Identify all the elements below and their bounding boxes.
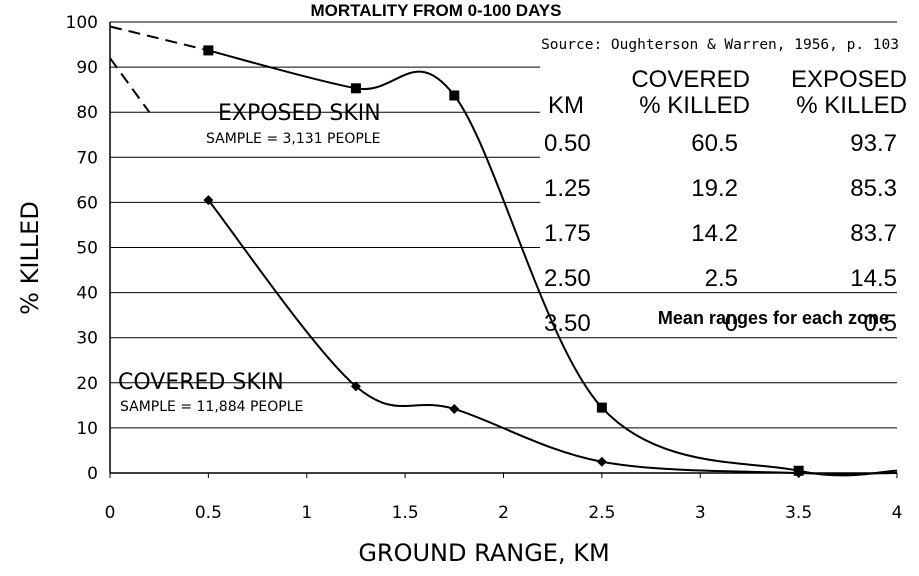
table-cell-exposed: 83.7 (850, 220, 897, 247)
exposed-skin-sample: SAMPLE = 3,131 PEOPLE (206, 131, 380, 147)
table-cell-covered: 14.2 (691, 220, 738, 247)
covered-point (350, 381, 361, 392)
x-tick-label: 3 (695, 503, 706, 523)
chart-source: Source: Oughterson & Warren, 1956, p. 10… (541, 37, 899, 53)
table-cell-km: 2.50 (544, 265, 591, 292)
x-tick-label: 0.5 (195, 503, 222, 523)
exposed-skin-label: EXPOSED SKIN (218, 101, 381, 126)
table-header-exposed: EXPOSED (791, 66, 907, 93)
table-cell-covered: 0 (725, 310, 738, 337)
table-cell-covered: 19.2 (691, 175, 738, 202)
table-cell-exposed: 14.5 (850, 265, 897, 292)
table-header-covered: COVERED (631, 66, 750, 93)
table-header-covered-killed: % KILLED (639, 92, 750, 119)
chart-title: MORTALITY FROM 0-100 DAYS (311, 1, 562, 20)
covered-point (596, 456, 607, 467)
table-cell-exposed: 85.3 (850, 175, 897, 202)
exposed-point (350, 83, 361, 94)
y-tick-label: 100 (66, 13, 98, 33)
x-tick-label: 1 (301, 503, 312, 523)
table-cell-km: 3.50 (544, 310, 591, 337)
x-tick-label: 4 (892, 503, 903, 523)
x-tick-label: 2.5 (588, 503, 615, 523)
y-tick-labels: 0 10 20 30 40 50 60 70 80 90 100 (66, 13, 98, 484)
exposed-point (449, 90, 460, 101)
covered-skin-sample: SAMPLE = 11,884 PEOPLE (120, 399, 303, 415)
y-tick-label: 10 (76, 419, 98, 439)
y-tick-label: 30 (76, 329, 98, 349)
table-cell-covered: 60.5 (691, 130, 738, 157)
covered-point (449, 403, 460, 414)
exposed-extrapolation (109, 25, 209, 52)
covered-point (793, 468, 804, 478)
table-rows: 0.50 60.5 93.71.25 19.2 85.31.75 14.2 83.72.50… (544, 130, 897, 337)
y-axis-label: % KILLED (16, 201, 44, 315)
table-cell-km: 1.75 (544, 220, 591, 247)
covered-point (203, 195, 214, 206)
y-tick-label: 40 (76, 284, 98, 304)
y-tick-label: 90 (76, 58, 98, 78)
table-cell-km: 1.25 (544, 175, 591, 202)
covered-skin-label: COVERED SKIN (118, 370, 284, 395)
y-tick-label: 0 (87, 464, 98, 484)
series-markers (203, 45, 804, 478)
x-tick-label: 3.5 (785, 503, 812, 523)
data-table: KM COVERED % KILLED EXPOSED % KILLED 0.5… (544, 66, 907, 337)
table-cell-covered: 2.5 (705, 265, 738, 292)
x-tick-labels: 0 0.5 1 1.5 2 2.5 3 3.5 4 (105, 503, 903, 523)
table-cell-exposed: 93.7 (850, 130, 897, 157)
y-tick-label: 80 (76, 103, 98, 123)
table-cell-exposed: 0.5 (864, 310, 897, 337)
y-tick-label: 60 (76, 193, 98, 213)
covered-extrapolation (109, 57, 151, 113)
x-tick-label: 0 (105, 503, 116, 523)
x-tick-label: 2 (498, 503, 509, 523)
y-tick-label: 70 (76, 148, 98, 168)
y-tick-label: 20 (76, 374, 98, 394)
gridlines (110, 21, 897, 429)
y-tick-label: 50 (76, 239, 98, 259)
x-axis-label: GROUND RANGE, KM (358, 539, 609, 567)
exposed-point (596, 402, 607, 413)
table-header-km: KM (548, 92, 584, 119)
exposed-point (203, 45, 214, 56)
table-note: Mean ranges for each zone (658, 308, 889, 328)
table-cell-km: 0.50 (544, 130, 591, 157)
x-tick-label: 1.5 (392, 503, 419, 523)
table-header-exposed-killed: % KILLED (796, 92, 907, 119)
